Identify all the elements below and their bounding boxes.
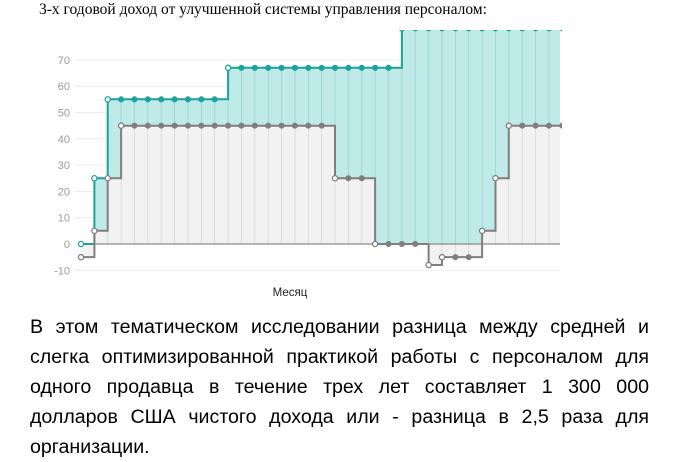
- average-point: [131, 122, 138, 129]
- average-point: [144, 122, 151, 129]
- optimized-point: [265, 64, 272, 71]
- optimized-point: [546, 30, 552, 32]
- y-axis-ticks: -10 0 10 20 30 40 50 60 70: [54, 55, 70, 277]
- average-point: [478, 227, 486, 235]
- optimized-point: [184, 96, 192, 103]
- optimized-point: [358, 64, 365, 71]
- optimized-point: [519, 30, 525, 32]
- average-point: [278, 122, 285, 129]
- optimized-point: [452, 30, 458, 32]
- y-tick-label: 10: [58, 213, 70, 225]
- optimized-point: [131, 96, 138, 103]
- optimized-point: [158, 96, 165, 103]
- average-point: [465, 254, 472, 261]
- optimized-point: [318, 64, 325, 71]
- average-point: [117, 122, 125, 129]
- average-point: [305, 122, 312, 129]
- y-tick-label: 30: [58, 160, 70, 172]
- optimized-point: [479, 30, 485, 32]
- optimized-point: [104, 96, 111, 103]
- average-point: [412, 240, 419, 248]
- average-point: [77, 253, 85, 261]
- average-point: [371, 240, 379, 248]
- optimized-point: [91, 174, 98, 182]
- optimized-point: [118, 96, 125, 103]
- average-point: [331, 174, 339, 182]
- optimized-point: [559, 30, 562, 32]
- optimized-point: [305, 64, 312, 71]
- optimized-point: [412, 30, 418, 32]
- average-point: [184, 122, 192, 129]
- y-tick-label: 0: [64, 239, 70, 251]
- average-point: [345, 175, 352, 182]
- optimized-point: [331, 64, 339, 71]
- average-point: [158, 122, 165, 129]
- optimized-point: [372, 64, 379, 71]
- average-point: [251, 122, 258, 129]
- optimized-point: [399, 30, 405, 32]
- y-tick-label: 70: [58, 55, 70, 67]
- y-tick-label: 40: [58, 134, 70, 146]
- average-point: [238, 122, 245, 129]
- average-point: [211, 122, 218, 129]
- optimized-point: [171, 96, 178, 103]
- optimized-point: [144, 96, 151, 103]
- optimized-point: [492, 30, 499, 32]
- optimized-point: [238, 64, 245, 71]
- y-tick-label: 50: [58, 108, 70, 120]
- average-point: [318, 122, 325, 129]
- optimized-point: [466, 30, 472, 32]
- optimized-point: [198, 96, 205, 103]
- optimized-point: [278, 64, 285, 71]
- average-point: [545, 122, 552, 129]
- y-tick-label: 60: [58, 81, 70, 93]
- average-point: [532, 122, 539, 129]
- optimized-point: [251, 64, 258, 71]
- chart-title: 3-х годовой доход от улучшенной системы …: [39, 1, 487, 18]
- average-point: [452, 254, 459, 261]
- average-point: [225, 122, 232, 129]
- average-point: [291, 122, 298, 129]
- average-point: [438, 253, 446, 261]
- average-point: [171, 122, 178, 129]
- body-paragraph: В этом тематическом исследовании разница…: [30, 316, 649, 458]
- optimized-point: [224, 64, 232, 72]
- average-point: [91, 227, 98, 235]
- x-axis-label: Месяц: [273, 287, 308, 299]
- optimized-point: [291, 64, 298, 71]
- average-point: [265, 122, 272, 129]
- average-point: [505, 122, 513, 129]
- optimized-point: [385, 64, 392, 71]
- optimized-point: [439, 30, 445, 32]
- average-point: [358, 175, 365, 182]
- optimized-point: [211, 96, 218, 103]
- average-point: [398, 240, 405, 248]
- y-tick-label: -10: [54, 265, 70, 277]
- average-point: [104, 174, 111, 182]
- average-point: [519, 122, 526, 129]
- optimized-point: [506, 30, 512, 32]
- average-point: [385, 240, 392, 248]
- average-point: [559, 122, 562, 129]
- optimized-point: [533, 30, 539, 32]
- optimized-point: [426, 30, 432, 32]
- chart: -10 0 10 20 30 40 50 60 70 Месяц: [54, 30, 562, 299]
- average-point: [492, 174, 499, 182]
- optimized-point: [77, 240, 85, 248]
- average-point: [198, 122, 205, 129]
- average-point: [425, 261, 432, 269]
- optimized-point: [345, 64, 352, 71]
- y-tick-label: 20: [58, 186, 70, 198]
- data-points: [77, 30, 562, 269]
